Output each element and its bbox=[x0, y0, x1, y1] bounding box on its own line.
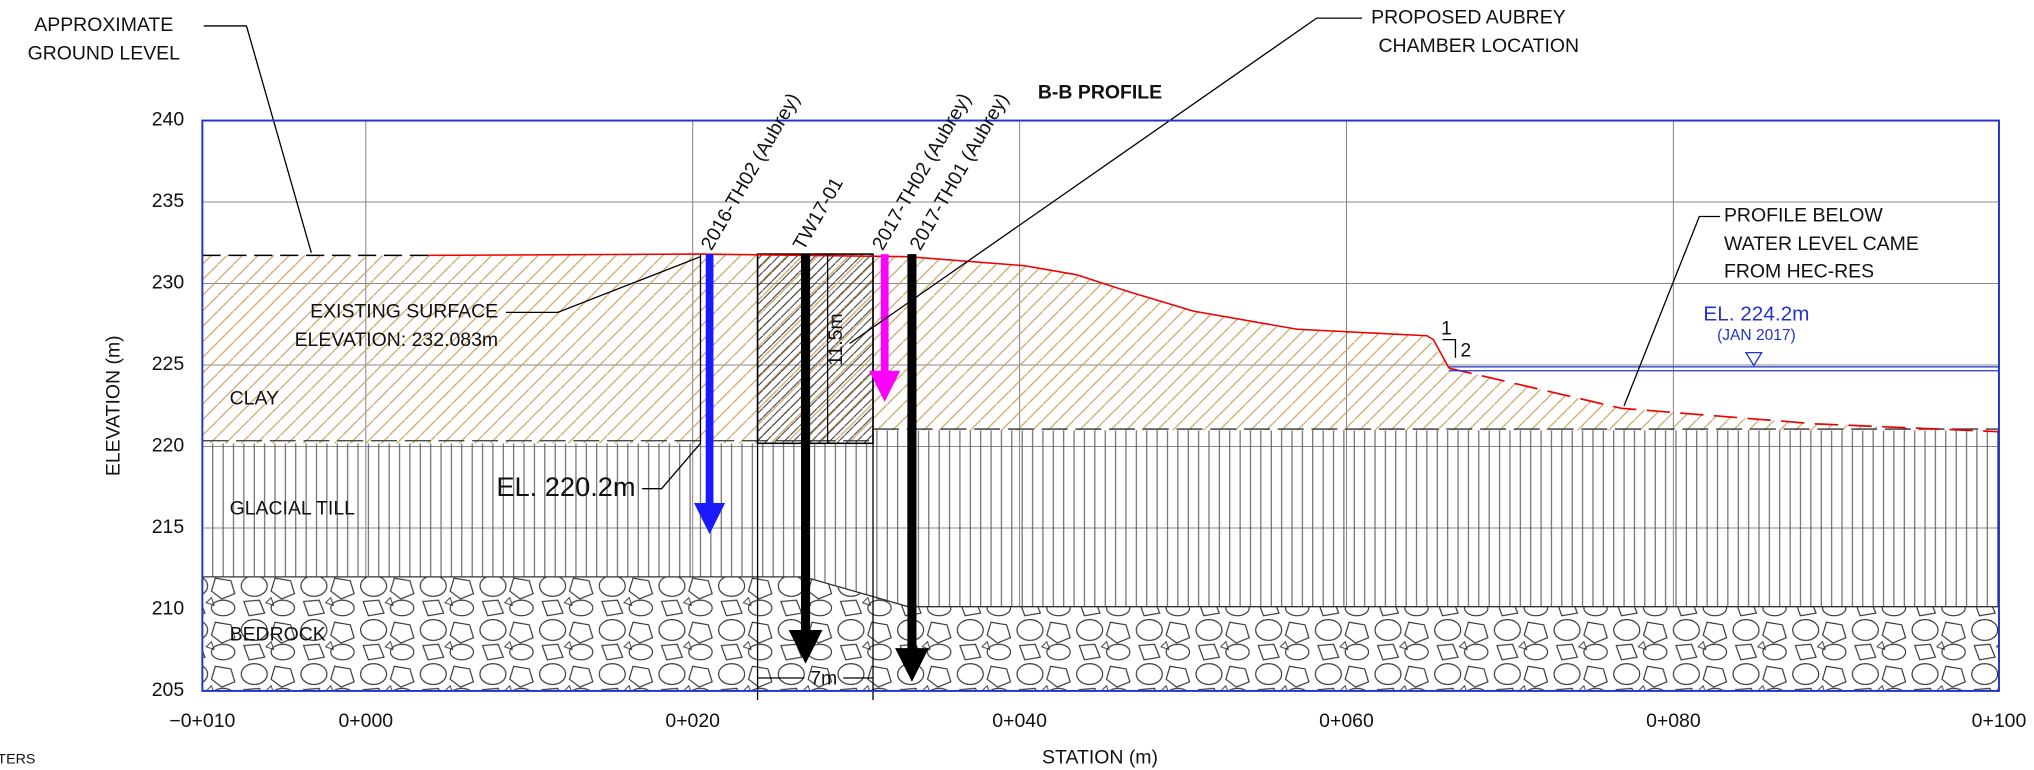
chamber bbox=[758, 254, 873, 443]
water-symbol bbox=[1746, 353, 1762, 366]
x-tick-label: 0+060 bbox=[1319, 710, 1374, 732]
x-tick-label: 0+100 bbox=[1972, 710, 2027, 732]
y-tick-label: 235 bbox=[152, 190, 184, 212]
callout: FROM HEC-RES bbox=[1724, 260, 1874, 282]
y-tick-label: 230 bbox=[152, 272, 185, 294]
callout: PROFILE BELOW bbox=[1724, 205, 1883, 227]
y-tick-label: 205 bbox=[152, 679, 184, 701]
slope-label: 2 bbox=[1460, 339, 1471, 361]
y-tick-label: 210 bbox=[152, 598, 185, 620]
stratum-label: CLAY bbox=[230, 387, 279, 409]
x-tick-label: 0+080 bbox=[1646, 710, 1701, 732]
dimension-label: 11.5m bbox=[825, 313, 847, 366]
x-tick-label: 0+000 bbox=[339, 710, 394, 732]
callout: PROPOSED AUBREY bbox=[1371, 6, 1566, 28]
slope-label: 1 bbox=[1441, 317, 1452, 339]
borehole-label: 2016-TH02 (Aubrey) bbox=[697, 90, 805, 254]
x-tick-label: 0+040 bbox=[992, 710, 1047, 732]
callout: EXISTING SURFACE bbox=[310, 301, 498, 323]
y-axis-label: ELEVATION (m) bbox=[102, 335, 124, 476]
callout: EL. 220.2m bbox=[496, 471, 635, 502]
callout: WATER LEVEL CAME bbox=[1724, 233, 1919, 255]
x-tick-label: −0+010 bbox=[169, 710, 235, 732]
x-tick-label: 0+020 bbox=[665, 710, 720, 732]
water-date: (JAN 2017) bbox=[1717, 327, 1796, 344]
y-tick-label: 240 bbox=[152, 109, 185, 131]
profile-drawing: B-B PROFILE APPROXIMATE GROUND LEVEL PRO… bbox=[0, 0, 2034, 770]
callout: APPROXIMATE bbox=[34, 14, 173, 36]
borehole-label: TW17-01 bbox=[789, 174, 848, 254]
slope-mark bbox=[1442, 340, 1455, 358]
stratum-label: BEDROCK bbox=[230, 623, 326, 645]
callout: CHAMBER LOCATION bbox=[1379, 35, 1580, 57]
y-tick-label: 220 bbox=[152, 435, 185, 457]
callout: ELEVATION: 232.083m bbox=[295, 329, 499, 351]
leader bbox=[204, 26, 312, 253]
title: B-B PROFILE bbox=[1038, 81, 1162, 103]
stratum-label: GLACIAL TILL bbox=[230, 498, 356, 520]
y-tick-label: 215 bbox=[152, 516, 184, 538]
callout: GROUND LEVEL bbox=[28, 43, 181, 65]
water-label: EL. 224.2m bbox=[1703, 302, 1809, 325]
x-axis-label: STATION (m) bbox=[1042, 746, 1158, 768]
y-tick-label: 225 bbox=[152, 353, 184, 375]
edge-text: TERS bbox=[0, 751, 35, 767]
dimension-label: 7m bbox=[810, 667, 837, 689]
